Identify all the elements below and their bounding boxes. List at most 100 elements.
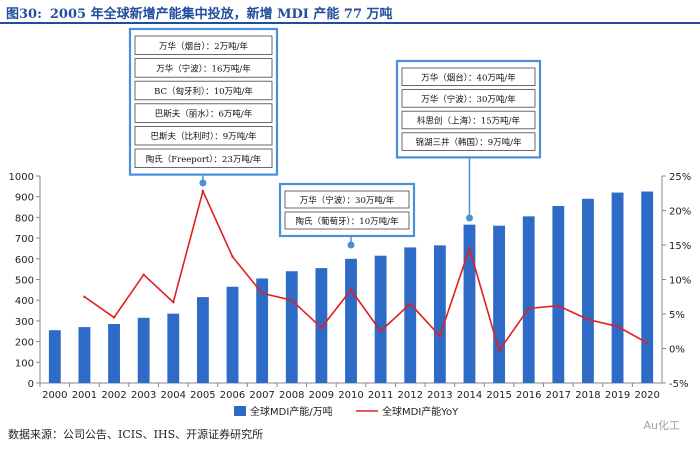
bar-2009 (315, 268, 328, 383)
x-tick-label: 2002 (101, 390, 126, 401)
x-tick-label: 2006 (220, 390, 245, 401)
x-tick-label: 2004 (161, 390, 186, 401)
right-tick-label: 0% (669, 345, 685, 356)
callout-dot-2014 (465, 214, 473, 222)
bar-2002 (108, 324, 120, 383)
yoy-point-2009 (320, 326, 323, 329)
yoy-point-2016 (527, 307, 530, 310)
legend-bar-label: 全球MDI产能/万吨 (250, 405, 333, 418)
x-tick-label: 2001 (72, 390, 97, 401)
bar-2020 (641, 191, 654, 383)
x-tick-label: 2003 (131, 390, 156, 401)
callout-item-text: 万华（宁波）：30万吨/年 (300, 195, 395, 206)
figure-title-text: 2005 年全球新增产能集中投放，新增 MDI 产能 77 万吨 (49, 7, 393, 22)
callout-item-box (401, 89, 536, 108)
bar-2004 (167, 313, 180, 383)
x-tick-label: 2015 (486, 390, 511, 401)
right-tick-label: 15% (669, 241, 691, 252)
bar-2015 (493, 225, 506, 383)
callout-item-box (134, 35, 273, 56)
x-tick-label: 2016 (516, 390, 541, 401)
bar-2013 (433, 245, 446, 383)
watermark: Au化工 (643, 419, 681, 432)
right-tick-label: 20% (669, 207, 691, 218)
callout-item-box (284, 190, 410, 209)
left-tick-label: 900 (15, 193, 34, 204)
x-tick-label: 2007 (249, 390, 274, 401)
bar-2017 (552, 206, 565, 383)
x-tick-label: 2012 (398, 390, 423, 401)
x-tick-label: 2018 (575, 390, 600, 401)
left-tick-label: 700 (15, 234, 34, 245)
left-tick-label: 600 (15, 255, 34, 266)
legend-line-label: 全球MDI产能YoY (382, 405, 459, 418)
callout-item-text: 万华（宁波）：30万吨/年 (421, 94, 516, 105)
data-source: 数据来源：公司公告、ICIS、IHS、开源证券研究所 (8, 428, 264, 441)
bar-2012 (404, 247, 417, 383)
callout-item-box (134, 103, 273, 123)
left-tick-label: 800 (15, 213, 34, 224)
callout-item-box (284, 211, 410, 230)
bar-2001 (78, 327, 91, 383)
yoy-point-2013 (438, 334, 442, 338)
callout-item-text: 万华（烟台）：2万吨/年 (159, 41, 249, 52)
yoy-point-2018 (586, 318, 590, 321)
yoy-point-2012 (409, 302, 412, 305)
x-tick-label: 2017 (546, 390, 571, 401)
x-tick-label: 2014 (457, 390, 482, 401)
x-tick-label: 2000 (42, 390, 67, 401)
x-tick-label: 2011 (368, 390, 393, 401)
right-tick-label: -5% (669, 379, 688, 390)
bar-2007 (256, 278, 269, 383)
x-tick-label: 2008 (279, 390, 304, 401)
bar-2003 (137, 317, 150, 383)
x-tick-label: 2009 (309, 390, 334, 401)
yoy-point-2004 (172, 301, 175, 304)
bar-2000 (48, 330, 61, 383)
callout-item-text: 万华（宁波）：16万吨/年 (156, 63, 251, 74)
left-tick-label: 400 (15, 296, 34, 307)
callout-item-box (134, 126, 273, 146)
callout-item-text: BC（匈牙利）：10万吨/年 (154, 86, 253, 97)
x-tick-label: 2019 (605, 390, 630, 401)
callout-item-text: 陶氏（葡萄牙）：10万吨/年 (296, 216, 399, 227)
bar-2005 (196, 297, 209, 383)
callout-item-text: 巴斯夫（丽水）：6万吨/年 (155, 109, 253, 120)
figure-label: 图30: (6, 7, 42, 22)
callout-item-text: 万华（烟台）：40万吨/年 (421, 72, 516, 83)
yoy-point-2001 (83, 295, 86, 298)
callout-item-box (401, 132, 536, 151)
right-tick-label: 5% (669, 310, 685, 321)
callout-item-text: 巴斯夫（比利时）：9万吨/年 (150, 131, 257, 142)
callout-item-box (401, 110, 536, 130)
yoy-point-2020 (645, 341, 649, 345)
bar-2019 (611, 192, 624, 383)
legend-bar-swatch (234, 406, 246, 416)
yoy-point-2007 (260, 292, 264, 295)
bar-2008 (285, 271, 298, 383)
bar-2016 (522, 216, 535, 383)
callout-dot-2005 (199, 179, 207, 187)
bar-2014 (463, 224, 476, 383)
x-tick-label: 2010 (338, 390, 363, 401)
left-tick-label: 100 (15, 358, 34, 369)
yoy-point-2005 (201, 189, 205, 193)
bar-2010 (345, 258, 357, 383)
yoy-point-2008 (290, 299, 293, 302)
left-tick-label: 200 (15, 338, 34, 349)
yoy-point-2011 (379, 330, 382, 333)
left-tick-label: 300 (15, 317, 34, 328)
callout-item-text: 陶氏（Freeport）：23万吨/年 (146, 154, 262, 165)
yoy-point-2002 (112, 316, 116, 319)
callout-item-text: 科思创（上海）：15万吨/年 (417, 116, 520, 127)
yoy-point-2006 (231, 255, 234, 258)
callout-item-box (134, 58, 273, 78)
yoy-point-2017 (557, 304, 560, 307)
bar-2018 (582, 198, 594, 383)
left-tick-label: 0 (28, 379, 34, 390)
right-tick-label: 25% (669, 172, 691, 183)
yoy-point-2015 (497, 349, 501, 352)
callout-item-text: 锦湖三井（韩国）：9万吨/年 (415, 137, 522, 148)
left-tick-label: 1000 (9, 172, 34, 183)
